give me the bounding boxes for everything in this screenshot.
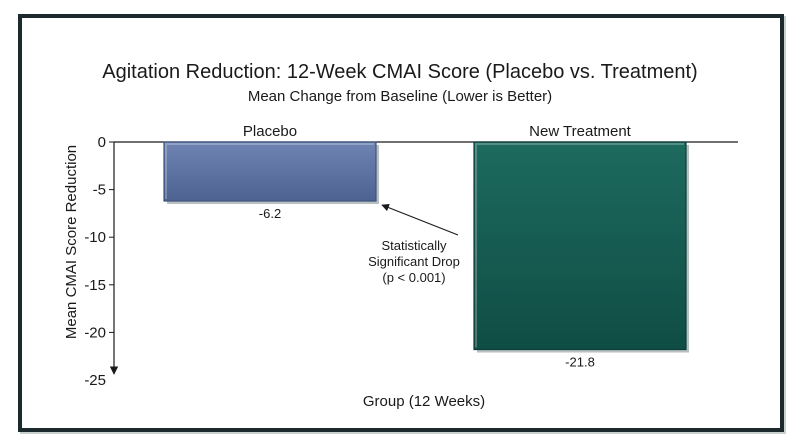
chart-title: Agitation Reduction: 12-Week CMAI Score … [102, 61, 697, 83]
x-axis-label: Group (12 Weeks) [363, 393, 485, 410]
chart-subtitle: Mean Change from Baseline (Lower is Bett… [248, 88, 552, 105]
annotation-arrow [381, 203, 459, 236]
category-label: New Treatment [529, 123, 632, 140]
bar-placebo [163, 141, 377, 202]
y-tick-label: 0 [98, 134, 106, 151]
y-tick-label: -20 [84, 324, 106, 341]
y-tick-label: -10 [84, 229, 106, 246]
bar-bevel [165, 143, 374, 200]
y-tick-label: -25 [84, 372, 106, 389]
data-labels: Placebo -6.2 New Treatment -21.8 [243, 123, 632, 370]
y-tick-label: -5 [93, 182, 106, 199]
annotation-line: Statistically [381, 238, 447, 253]
bars [163, 141, 689, 353]
y-ticks: 0 -5 -10 -15 -20 -25 [84, 134, 114, 389]
y-tick-label: -15 [84, 277, 106, 294]
data-label: -6.2 [259, 206, 281, 221]
data-label: -21.8 [565, 355, 595, 370]
y-axis-label: Mean CMAI Score Reduction [63, 145, 80, 339]
annotation-line: Significant Drop [368, 254, 460, 269]
bar-bevel [475, 143, 684, 348]
category-label: Placebo [243, 123, 297, 140]
annotation-line: (p < 0.001) [382, 270, 445, 285]
bar-new-treatment [473, 141, 687, 351]
